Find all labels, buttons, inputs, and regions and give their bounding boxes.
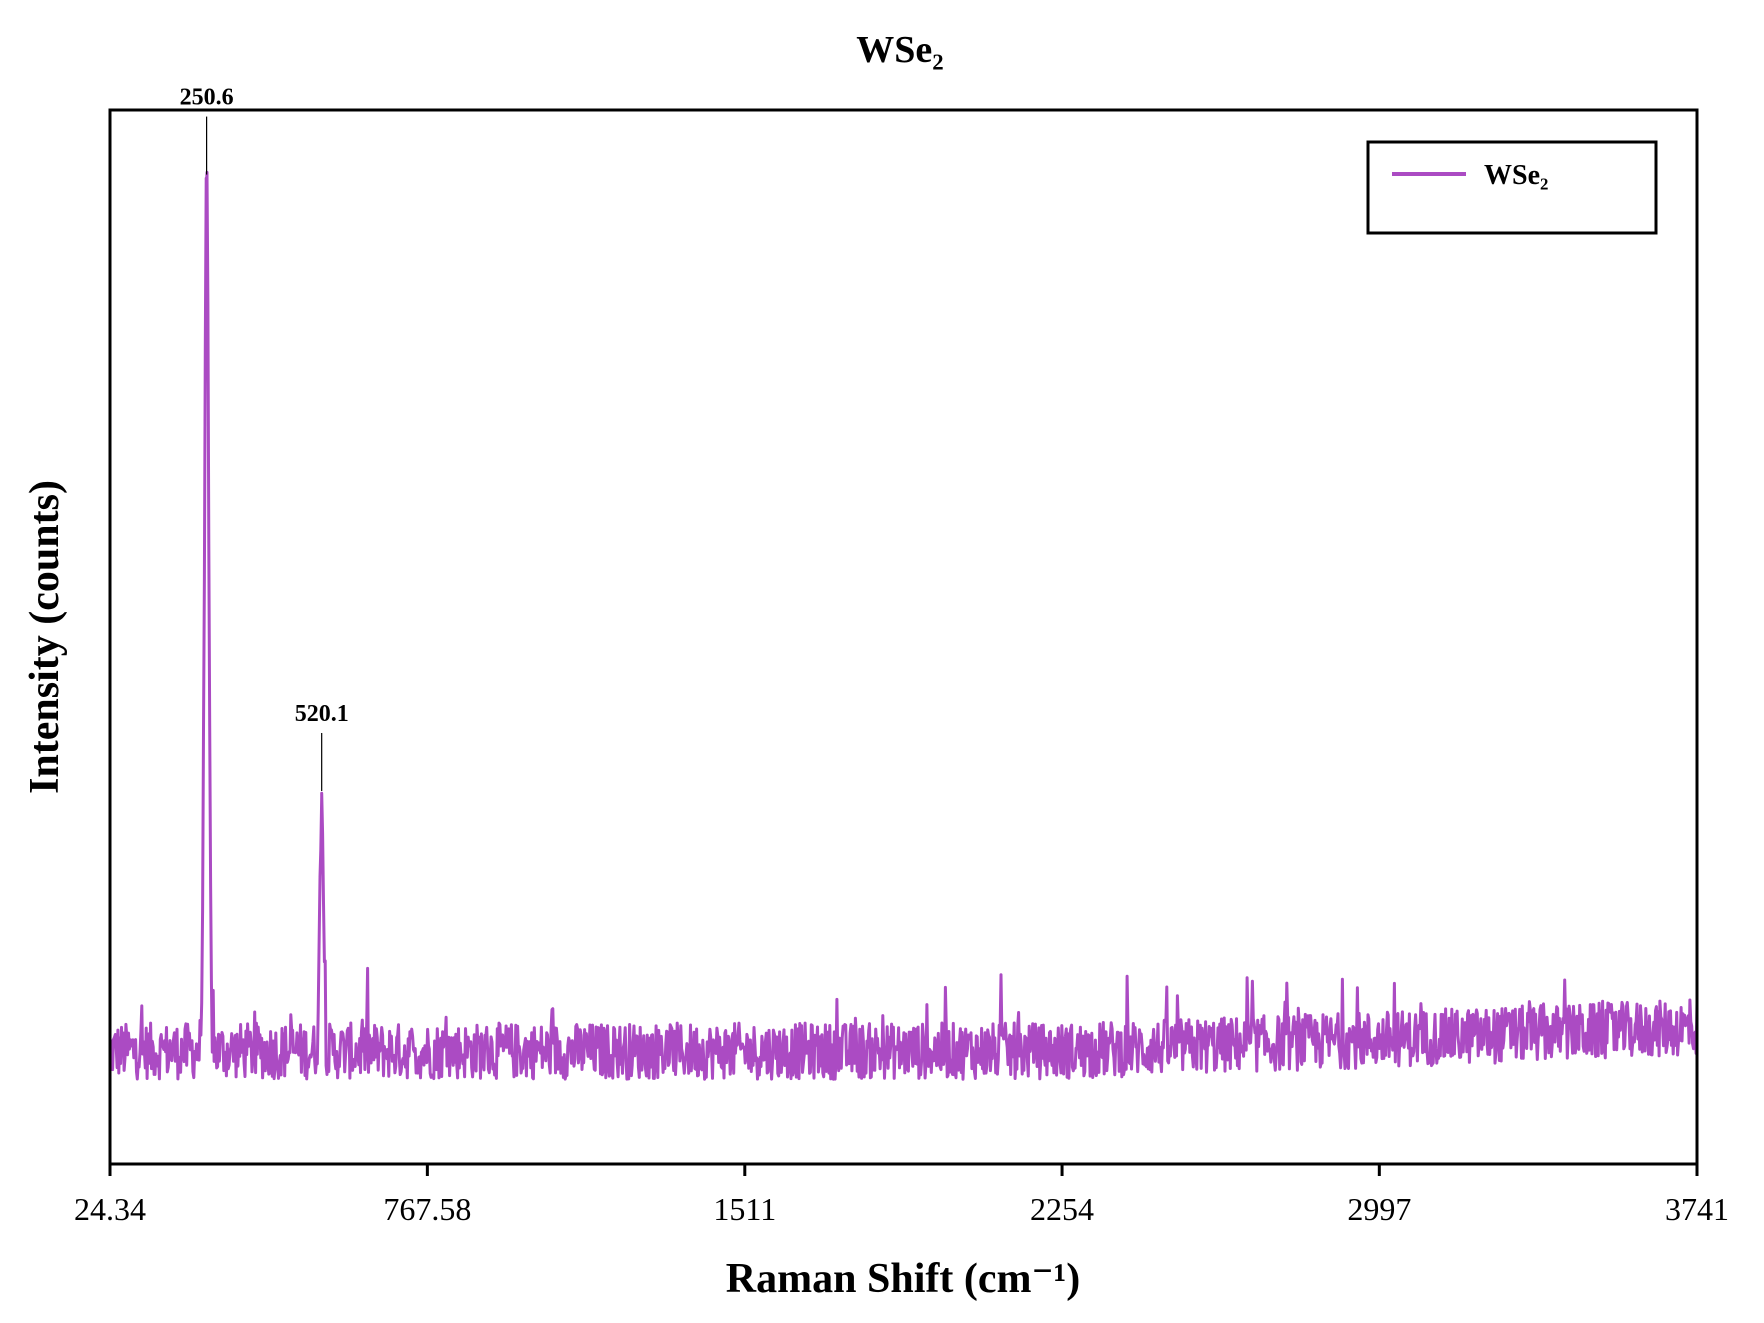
y-axis-title: Intensity (counts) [22, 480, 68, 794]
legend-box [1366, 140, 1658, 235]
legend: WSe₂ [1366, 140, 1658, 235]
x-tick-label: 2254 [1030, 1191, 1094, 1227]
x-tick-label: 3741 [1665, 1191, 1729, 1227]
peak-label: 250.6 [180, 85, 234, 111]
x-tick-label: 24.34 [74, 1191, 146, 1227]
x-tick-label: 2997 [1347, 1191, 1411, 1227]
x-tick-label: 767.58 [383, 1191, 471, 1227]
plot-area [108, 170, 1699, 1081]
chart-title: WSe₂ [856, 29, 943, 71]
peak-annotations: 250.6 520.1 [180, 85, 349, 791]
peak-label: 520.1 [295, 701, 349, 727]
x-tick-label: 1511 [713, 1191, 776, 1227]
x-axis: 24.34 767.58 1511 2254 2997 3741 [74, 1164, 1729, 1227]
series-line-wse2 [108, 170, 1699, 1081]
legend-label: WSe₂ [1484, 160, 1548, 191]
plot-frame [108, 108, 1699, 1166]
x-axis-title: Raman Shift (cm⁻¹) [726, 1256, 1080, 1302]
